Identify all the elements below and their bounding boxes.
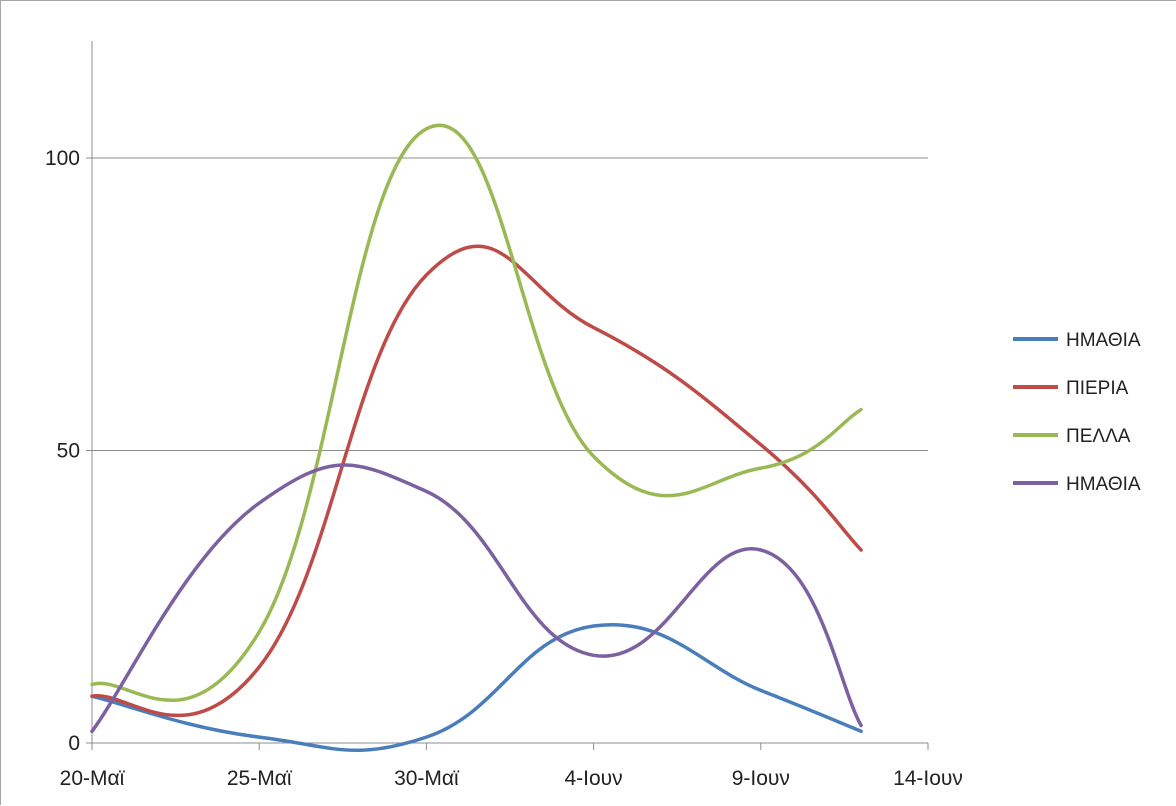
x-tick-label: 4-Ιουν — [565, 767, 623, 790]
x-tick-label: 20-Μαϊ — [60, 767, 126, 790]
series-line-2 — [90, 244, 863, 718]
legend-label: ΗΜΑΘΙΑ — [1066, 330, 1141, 351]
x-tick-label: 25-Μαϊ — [227, 767, 293, 790]
legend: ΗΜΑΘΙΑ ΠΙΕΡΙΑ ΠΕΛΛΑ ΗΜΑΘΙΑ — [1013, 330, 1141, 495]
legend-label: ΠΙΕΡΙΑ — [1066, 378, 1129, 399]
gridlines — [92, 157, 928, 451]
axes: 0 50 100 20-Μαϊ 25-Μαϊ 30-Μαϊ 4-Ιουν 9-Ιουν 14-Ι… — [45, 41, 963, 790]
y-tick-label: 0 — [68, 732, 80, 755]
series-line-4 — [90, 463, 863, 734]
y-tick-label: 50 — [57, 440, 80, 463]
x-tick-label: 9-Ιουν — [732, 767, 790, 790]
x-tick-label: 14-Ιουν — [893, 767, 963, 790]
series-line-3 — [90, 123, 863, 702]
y-tick-label: 100 — [45, 147, 80, 170]
series-line-1 — [90, 622, 863, 753]
x-tick-label: 30-Μαϊ — [394, 767, 460, 790]
series-lines — [90, 123, 863, 753]
legend-label: ΗΜΑΘΙΑ — [1066, 474, 1141, 495]
legend-label: ΠΕΛΛΑ — [1066, 426, 1131, 447]
